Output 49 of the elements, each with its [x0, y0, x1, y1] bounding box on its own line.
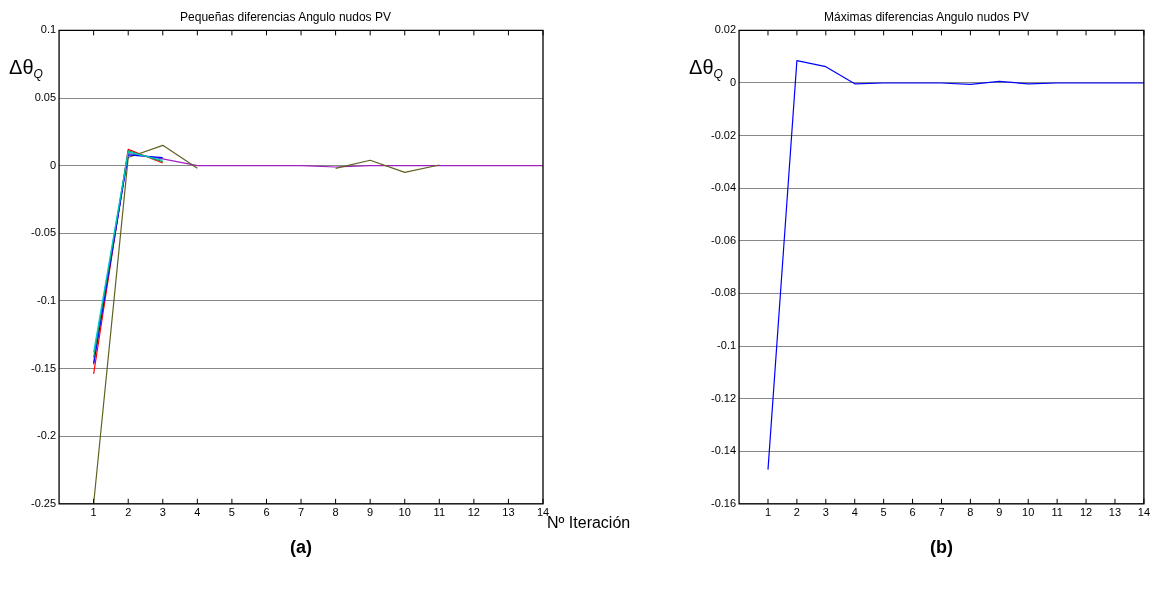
x-tick-label: 2 [793, 506, 800, 519]
x-tick-label: 6 [263, 506, 270, 519]
y-tick-label: -0.1 [717, 339, 737, 352]
x-tick-label: 11 [433, 506, 446, 519]
chart-title: Máximas diferencias Angulo nudos PV [824, 9, 1029, 24]
x-tick-label: 1 [764, 506, 772, 519]
chart-title: Pequeñas diferencias Angulo nudos PV [180, 9, 391, 24]
y-tick-label: -0.05 [30, 226, 57, 239]
y-tick-label: -0.06 [710, 233, 737, 246]
x-tick-label: 3 [822, 506, 829, 519]
x-tick-label: 6 [909, 506, 916, 519]
x-tick-label: 1 [90, 506, 97, 519]
y-tick-label: -0.16 [710, 496, 737, 509]
x-tick-label: 10 [1022, 506, 1035, 519]
x-tick-label: 4 [851, 506, 858, 519]
y-tick-label: 0.1 [40, 23, 57, 36]
y-tick-label: 0.02 [714, 23, 737, 36]
x-tick-label: 5 [880, 506, 887, 519]
x-tick-label: 3 [159, 506, 166, 519]
x-tick-label: 9 [367, 506, 374, 519]
x-tick-label: 12 [467, 506, 480, 519]
y-tick-label: -0.08 [710, 286, 737, 299]
text: (a) [290, 536, 313, 557]
x-tick-label: 8 [332, 506, 339, 519]
y-tick-label: -0.25 [30, 496, 57, 509]
x-tick-label: 14 [1137, 506, 1151, 519]
x-tick-label: 9 [996, 506, 1003, 519]
x-tick-label: 4 [194, 506, 201, 519]
x-tick-label: 11 [1051, 506, 1063, 519]
y-tick-label: -0.02 [710, 128, 737, 141]
x-tick-label: 13 [1108, 506, 1122, 519]
y-tick-label: -0.12 [710, 391, 737, 404]
y-tick-label: 0 [729, 76, 737, 89]
y-tick-label: -0.04 [710, 181, 737, 194]
y-tick-label: -0.1 [37, 293, 57, 306]
x-tick-label: 7 [938, 506, 945, 519]
x-tick-label: 12 [1079, 506, 1093, 519]
y-tick-label: -0.14 [710, 444, 737, 457]
y-tick-label: -0.2 [37, 429, 57, 442]
text: (b) [929, 536, 953, 557]
y-tick-label: 0.05 [34, 91, 57, 104]
x-tick-label: 10 [398, 506, 411, 519]
x-tick-label: 7 [297, 506, 305, 519]
y-tick-label: 0 [49, 158, 57, 171]
x-tick-label: 2 [125, 506, 132, 519]
x-tick-label: 5 [228, 506, 235, 519]
x-tick-label: 8 [967, 506, 974, 519]
x-tick-label: 13 [502, 506, 515, 519]
y-tick-label: -0.15 [30, 361, 57, 374]
